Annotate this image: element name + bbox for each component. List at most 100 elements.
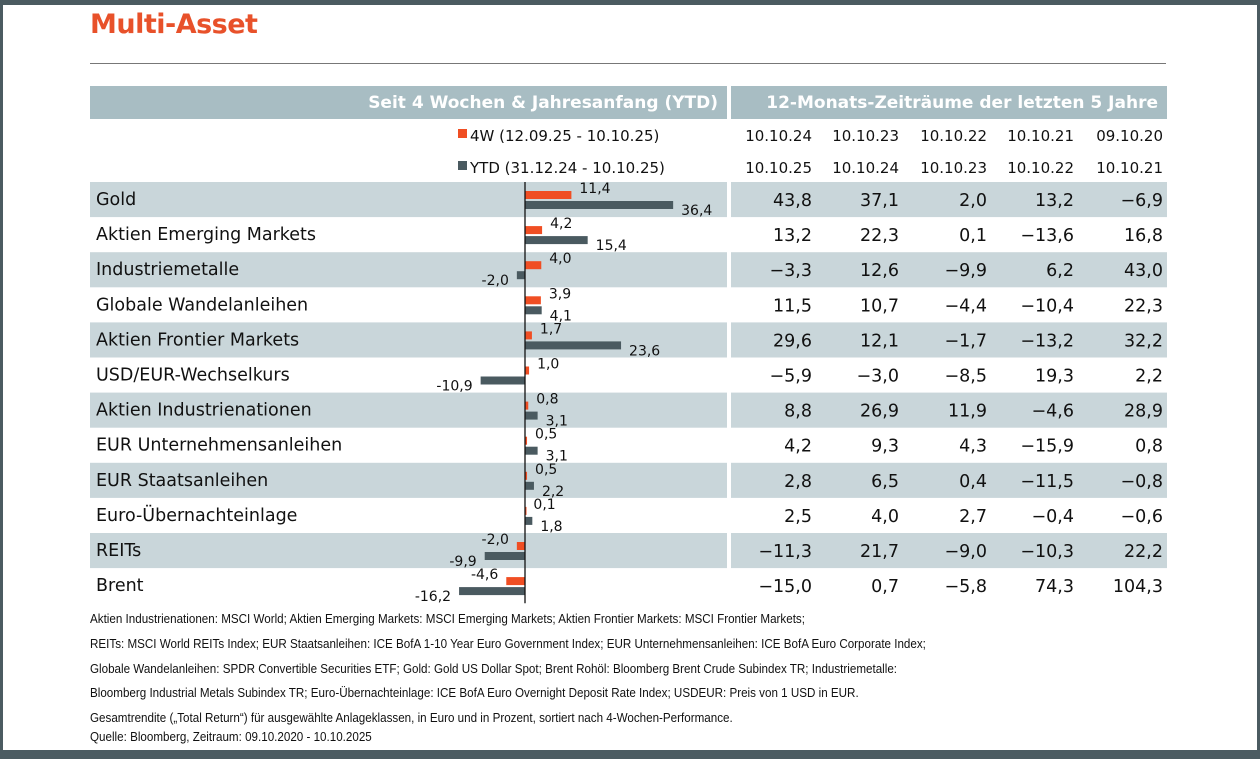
note-line-2: REITs: MSCI World REITs Index; EUR Staat… [90,637,926,651]
table-cell: −11,5 [1020,472,1074,492]
table-cell: 32,2 [1124,331,1163,351]
bar-ytd [525,411,538,420]
period-from: 10.10.23 [832,127,899,145]
header-right-bg [731,86,1167,119]
bar-4w [516,542,525,550]
table-cell: 10,7 [860,296,899,316]
bar-ytd [525,236,588,245]
table-cell: 13,2 [773,226,812,246]
table-cell: −8,5 [945,367,988,387]
label-4w: 1,0 [537,357,559,373]
bar-ytd [459,587,525,596]
label-ytd: -2,0 [482,273,509,289]
table-cell: 43,8 [773,191,812,211]
bar-4w [525,401,529,410]
legend-4w-label: 4W (12.09.25 - 10.10.25) [470,127,659,145]
period-from: 10.10.22 [920,127,987,145]
table-cell: 104,3 [1113,577,1163,597]
bar-ytd [480,376,525,385]
period-from: 10.10.24 [745,127,812,145]
table-cell: 8,8 [784,402,812,422]
table-cell: −15,0 [758,577,812,597]
label-4w: -4,6 [471,567,498,583]
period-to: 10.10.23 [920,159,987,177]
category-label: USD/EUR-Wechselkurs [96,366,290,386]
table-cell: 11,9 [948,402,987,422]
page-title: Multi-Asset [90,9,258,40]
table-cell: −0,8 [1121,472,1164,492]
label-ytd: 36,4 [681,203,712,219]
legend-4w-swatch [458,129,467,138]
table-cell: 22,3 [1124,296,1163,316]
bar-4w [506,577,525,586]
row-band [90,392,727,428]
period-to: 10.10.22 [1007,159,1074,177]
table-cell: 2,7 [959,507,987,527]
category-label: Aktien Emerging Markets [96,225,316,245]
period-to: 10.10.21 [1096,159,1163,177]
table-cell: 2,8 [784,472,812,492]
table-cell: 0,4 [959,472,987,492]
table-cell: −9,0 [945,542,988,562]
table-cell: 19,3 [1035,367,1074,387]
note-line-1: Aktien Industrienationen: MSCI World; Ak… [90,612,805,626]
table-cell: 12,1 [860,331,899,351]
table-cell: 16,8 [1124,226,1163,246]
legend-ytd-label: YTD (31.12.24 - 10.10.25) [469,159,665,177]
footer-line-2: Quelle: Bloomberg, Zeitraum: 09.10.2020 … [90,730,372,744]
row-band [90,182,727,218]
category-label: EUR Unternehmensanleihen [96,436,342,456]
table-cell: 0,8 [1135,437,1163,457]
label-4w: 0,1 [533,497,555,513]
report-panel: Multi-Asset [3,5,1257,750]
label-ytd: 15,4 [596,238,627,254]
label-ytd: 1,8 [540,519,562,535]
bar-4w [525,261,542,270]
period-to: 10.10.24 [832,159,899,177]
table-cell: −15,9 [1020,437,1074,457]
table-cell: −0,6 [1121,507,1164,527]
label-ytd: -16,2 [415,589,451,605]
label-4w: 4,0 [549,251,571,267]
table-cell: −13,6 [1020,226,1074,246]
table-cell: 12,6 [860,261,899,281]
bar-4w [525,506,527,515]
table-cell: 0,1 [959,226,987,246]
label-ytd: 3,1 [546,449,568,465]
table-cell: 2,5 [784,507,812,527]
table-cell: 22,2 [1124,542,1163,562]
label-4w: 1,7 [540,321,562,337]
label-ytd: 23,6 [629,343,660,359]
divider [90,63,1166,64]
bar-4w [525,226,543,235]
table-cell: 21,7 [860,542,899,562]
category-label: REITs [96,541,141,561]
table-cell: −10,4 [1020,296,1074,316]
legend-ytd-swatch [458,161,467,170]
table-cell: 11,5 [773,296,812,316]
table-cell: 37,1 [860,191,899,211]
table-cell: 13,2 [1035,191,1074,211]
note-line-4: Bloomberg Industrial Metals Subindex TR;… [90,686,859,700]
table-cell: −9,9 [945,261,988,281]
label-ytd: -10,9 [436,379,472,395]
bar-4w [525,436,528,445]
label-ytd: 3,1 [546,414,568,430]
note-line-3: Globale Wandelanleihen: SPDR Convertible… [90,662,898,676]
table-cell: −5,9 [770,367,813,387]
bar-4w [525,191,572,199]
row-band [731,182,1167,218]
row-band [90,533,727,569]
label-4w: 0,5 [535,427,557,443]
bar-ytd [525,446,538,455]
table-cell: 43,0 [1124,261,1163,281]
table-cell: 2,0 [959,191,987,211]
period-from: 10.10.21 [1007,127,1074,145]
table-cell: 9,3 [871,437,899,457]
label-ytd: -9,9 [449,554,476,570]
table-cell: 4,2 [784,437,812,457]
table-cell: −5,8 [945,577,988,597]
table-cell: 28,9 [1124,402,1163,422]
table-cell: −10,3 [1020,542,1074,562]
row-band [731,322,1167,358]
